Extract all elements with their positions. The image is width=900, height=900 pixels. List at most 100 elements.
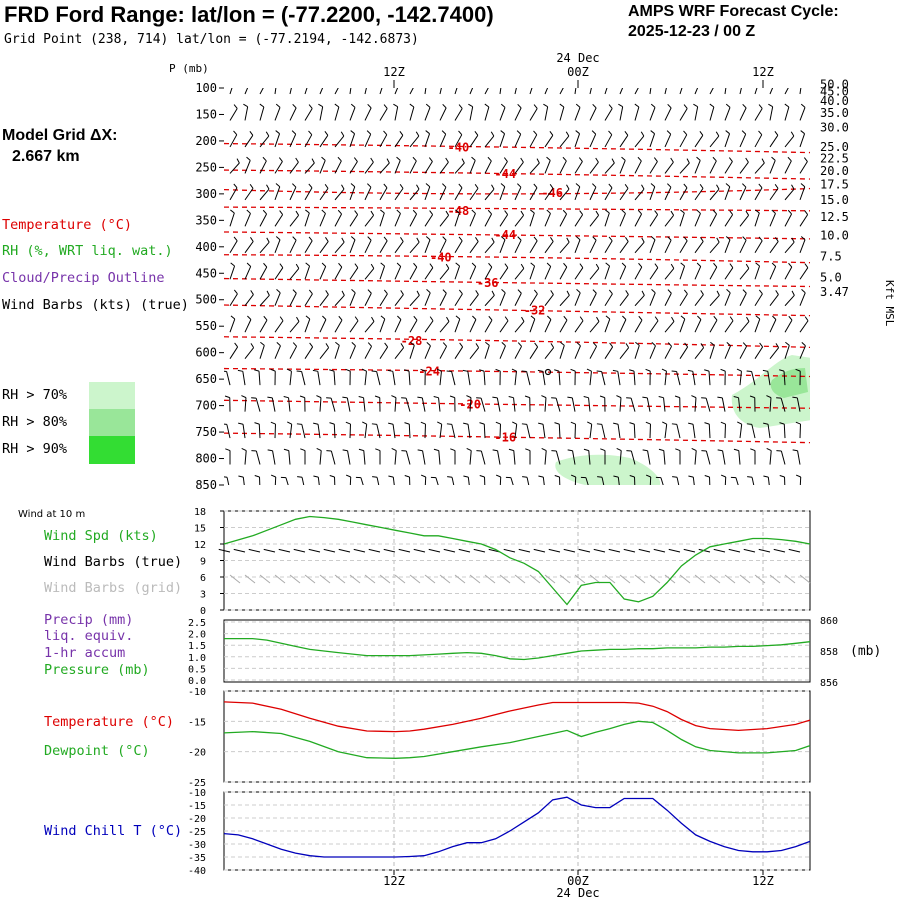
wind-barb-flag <box>463 475 469 478</box>
wind-barb <box>379 318 386 333</box>
rh-patch-lower <box>555 454 661 485</box>
temp-tick-label: -10 <box>188 687 206 698</box>
wind-barb-flag <box>400 290 404 295</box>
wind-barb-flag <box>263 315 268 321</box>
wind-barb <box>364 161 374 174</box>
wind-barb <box>574 345 581 359</box>
wind-barb-flag <box>713 78 716 82</box>
wind-barb-flag <box>642 396 648 399</box>
surface-barb-true <box>443 548 456 553</box>
wind-barb <box>799 88 802 95</box>
surface-barb-true <box>233 548 246 553</box>
wind-barb <box>274 345 281 359</box>
wind-barb <box>499 88 502 95</box>
wind-barb-flag <box>664 78 668 81</box>
wind-barb <box>484 135 495 148</box>
wind-barb <box>709 135 720 148</box>
wind-barb-flag <box>391 395 397 399</box>
wind-barb-flag <box>233 289 238 295</box>
wind-barb-flag <box>533 104 538 109</box>
wind-barb <box>394 188 404 201</box>
wind-barb-flag <box>642 449 648 452</box>
wind-barb-flag <box>726 289 731 294</box>
wind-barb <box>259 88 264 95</box>
wind-barb-flag <box>658 448 664 452</box>
wind-barb <box>559 160 567 174</box>
wind-barb <box>589 371 592 386</box>
wind-barb <box>739 161 749 174</box>
surface-barb-true <box>293 548 306 553</box>
wind-barb-flag <box>791 290 795 296</box>
wind-barb <box>467 424 471 439</box>
wind-barb <box>483 424 486 439</box>
pressure-tick-label: 200 <box>195 134 217 148</box>
wind-barb <box>484 266 493 280</box>
wind-barb-flag <box>350 130 355 135</box>
wind-barb-flag <box>399 130 404 136</box>
wind-barb <box>439 239 447 254</box>
wind-barb <box>334 266 343 280</box>
wind-barb-flag <box>471 262 477 267</box>
wind-barb-flag <box>501 342 506 347</box>
surface-barb-grid <box>634 574 646 584</box>
wind-barb <box>349 133 356 148</box>
wind-barb <box>738 450 741 465</box>
wind-barb <box>229 240 238 254</box>
wind-barb-flag <box>416 184 420 190</box>
wind-barb-flag <box>404 369 410 372</box>
wind-barb <box>589 346 598 359</box>
wind-barb-flag <box>367 289 372 294</box>
wind-barb-flag <box>775 290 779 295</box>
surface-barb-grid <box>604 574 616 584</box>
wind-barb <box>319 135 329 148</box>
dewpoint-label: Dewpoint (°C) <box>44 743 150 759</box>
wind-barb-flag <box>501 289 506 294</box>
wind-barb-flag <box>492 449 498 452</box>
wind-barb <box>409 345 415 359</box>
wind-speed-tick: 15 <box>194 524 206 535</box>
surface-barb-true <box>218 548 231 553</box>
wind-barb-flag <box>230 78 234 81</box>
wind-barb <box>559 88 564 95</box>
wind-barb <box>694 241 704 254</box>
wind-barb-flag <box>774 184 779 189</box>
wind-barb <box>259 106 265 121</box>
wind-barb <box>484 213 493 227</box>
surface-barb-true <box>638 548 651 553</box>
height-tick-label: 10.0 <box>820 229 849 243</box>
wind-barb-flag <box>680 209 685 214</box>
wind-barb <box>226 424 231 439</box>
wind-barb-flag <box>246 209 251 214</box>
isotherm-line <box>224 304 810 317</box>
wind-barb-flag <box>742 183 747 188</box>
wind-barb <box>469 241 479 254</box>
wind-barb <box>571 397 576 412</box>
wind-barb <box>484 345 490 359</box>
wind-barb-flag <box>337 209 342 215</box>
wind-barb-flag <box>791 184 795 190</box>
wind-barb-flag <box>524 395 530 399</box>
wind-barb-flag <box>546 262 552 267</box>
wind-barb-flag <box>650 103 656 108</box>
wind-barb-flag <box>768 103 773 108</box>
wind-barb-flag <box>364 78 368 81</box>
wind-barb <box>529 265 536 280</box>
height-tick-label: 50.0 <box>820 77 849 91</box>
wind-barb <box>514 371 517 386</box>
wind-barb-flag <box>592 342 597 347</box>
wind-barb <box>604 293 613 306</box>
wind-barb-flag <box>341 290 345 296</box>
wind-barb <box>694 294 704 307</box>
wind-barb-flag <box>479 369 485 372</box>
wind-barb <box>259 294 270 307</box>
precip-tick-label: 1.0 <box>188 653 206 664</box>
wind-barb <box>229 293 238 306</box>
wind-barb <box>769 294 779 307</box>
wind-barb <box>364 424 368 439</box>
surface-barb-true <box>653 548 666 553</box>
wind-barb-flag <box>224 395 230 399</box>
wind-barb <box>784 266 793 280</box>
surface-barb-true <box>338 548 351 553</box>
wind-barb-flag <box>674 395 680 399</box>
wind-barb-flag <box>265 131 270 137</box>
